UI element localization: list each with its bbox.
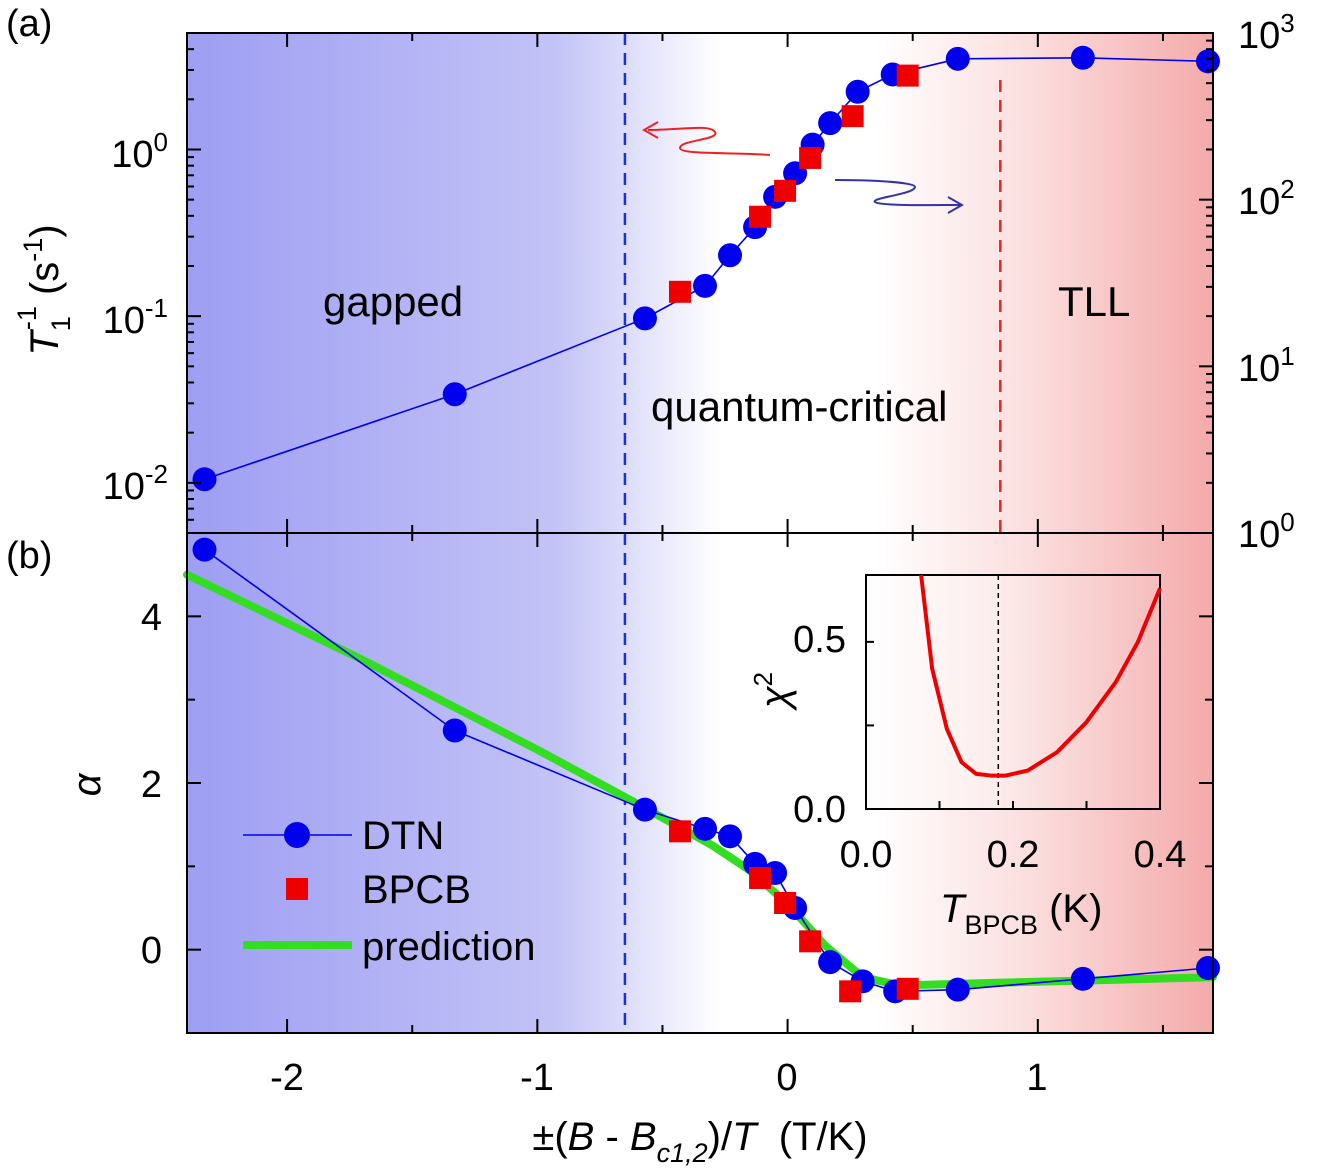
ylabel-a-close: ) bbox=[23, 224, 67, 237]
panel-a-dtn-point bbox=[693, 273, 718, 298]
xlabel-T: T bbox=[732, 1115, 759, 1159]
panel-b-bpcb-point bbox=[668, 820, 691, 843]
panel-a-dtn-point bbox=[442, 382, 467, 407]
red-arrow-head bbox=[641, 121, 659, 139]
panel-b-dtn-point bbox=[818, 950, 843, 975]
xtick--1: -1 bbox=[520, 1057, 554, 1099]
xlabel-B: B bbox=[568, 1115, 595, 1159]
region-label-tll: TLL bbox=[1058, 278, 1130, 325]
panel-b-dtn-point bbox=[192, 537, 217, 562]
ytick-a-right-1: 101 bbox=[1238, 341, 1295, 390]
ylabel-a-T: T bbox=[23, 329, 67, 356]
svg-text:T1-1 (s-1): T1-1 (s-1) bbox=[12, 224, 76, 355]
legend-bpcb-marker bbox=[286, 878, 308, 900]
panel-b-dtn-point bbox=[945, 977, 970, 1002]
legend-dtn-label: DTN bbox=[362, 814, 444, 858]
inset-xtick-0.0: 0.0 bbox=[840, 834, 893, 876]
axis-ticks bbox=[187, 32, 1213, 1034]
xlabel-minus: - bbox=[594, 1115, 630, 1159]
panel-b-y-axis-title: α bbox=[65, 772, 109, 796]
panel-a-dtn-point bbox=[1070, 45, 1095, 70]
legend: DTN BPCB prediction bbox=[243, 814, 535, 969]
ytick-a-right-2: 102 bbox=[1238, 174, 1295, 223]
inset-ylabel-sup: 2 bbox=[748, 672, 778, 686]
blue-arrow-head bbox=[947, 196, 965, 214]
panel-b-bpcb-point bbox=[749, 867, 772, 889]
red-arrow bbox=[647, 126, 771, 156]
panel-a-bpcb-point bbox=[749, 205, 772, 228]
panel-a-dtn-point bbox=[818, 111, 843, 136]
panel-a-label: (a) bbox=[6, 3, 52, 45]
panel-b-label: (b) bbox=[6, 535, 52, 577]
ylabel-a-sup: -1 bbox=[12, 306, 42, 330]
panel-a-dtn-point bbox=[632, 306, 657, 331]
inset-xtick-0.4: 0.4 bbox=[1134, 834, 1187, 876]
inset-ytick-0.5: 0.5 bbox=[793, 619, 846, 661]
inset-xtick-0.2: 0.2 bbox=[987, 834, 1040, 876]
panel-a-bpcb-point bbox=[774, 179, 797, 202]
region-label-gapped: gapped bbox=[323, 278, 463, 325]
panel-a-dtn-point bbox=[845, 79, 870, 104]
inset-x-axis-title: TBPCB (K) bbox=[940, 887, 1102, 940]
xtick-0: 0 bbox=[776, 1057, 797, 1099]
ylabel-a-units-sup: -1 bbox=[18, 238, 48, 262]
panel-b-dtn-point bbox=[693, 816, 718, 841]
xlabel-Bc: B bbox=[630, 1115, 657, 1159]
xlabel-prefix: ±( bbox=[532, 1115, 568, 1159]
ytick-a-right-0: 100 bbox=[1238, 507, 1295, 556]
inset-xlabel-T: T bbox=[940, 887, 967, 931]
legend-prediction-label: prediction bbox=[362, 925, 535, 969]
panel-b-bpcb-point bbox=[896, 977, 919, 1000]
ylabel-a-units: (s bbox=[23, 262, 67, 295]
panel-b-dtn-point bbox=[442, 718, 467, 743]
panel-a-bpcb-point bbox=[841, 105, 864, 128]
xtick-1: 1 bbox=[1026, 1057, 1047, 1099]
xlabel-mid: )/ bbox=[708, 1115, 733, 1159]
panel-b-bpcb-point bbox=[774, 892, 797, 914]
xtick--2: -2 bbox=[270, 1057, 304, 1099]
x-axis-title: ±(B - Bc1,2)/T (T/K) bbox=[532, 1115, 867, 1168]
panel-b-dtn-point bbox=[1195, 956, 1220, 980]
xlabel-sub: c1,2 bbox=[657, 1138, 708, 1168]
panel-a-y-axis-title: T1-1 (s-1) bbox=[12, 224, 76, 355]
panel-b-marks bbox=[192, 537, 1220, 1004]
panel-b-dtn-point bbox=[1070, 966, 1095, 991]
inset-ylabel-chi: χ bbox=[753, 685, 797, 711]
inset-y-axis-title: χ2 bbox=[748, 672, 797, 711]
panel-a-dtn-point bbox=[718, 243, 743, 268]
inset-ytick-0.0: 0.0 bbox=[793, 789, 846, 831]
xlabel-units: (T/K) bbox=[757, 1115, 868, 1159]
panel-b-bpcb-point bbox=[839, 980, 862, 1003]
legend-dtn-marker bbox=[284, 822, 310, 848]
panel-a-bpcb-point bbox=[668, 280, 691, 303]
inset-xlabel-units: (K) bbox=[1038, 887, 1102, 931]
ytick-a-right-3: 103 bbox=[1238, 8, 1295, 57]
inset: 0.5 0.0 0.0 0.2 0.4 χ2 TBPCB (K) bbox=[748, 574, 1187, 940]
panel-b-dtn-point bbox=[632, 797, 657, 822]
panel-a-marks bbox=[192, 45, 1220, 492]
inset-marks bbox=[919, 574, 1162, 778]
panel-a-dtn-point bbox=[945, 46, 970, 71]
inset-xlabel-sub: BPCB bbox=[964, 910, 1038, 940]
ytick-a-left-2: 100 bbox=[111, 127, 168, 176]
panel-a-dtn-point bbox=[192, 467, 217, 492]
ytick-a-left-0: 10-2 bbox=[103, 459, 168, 508]
panel-b-bpcb-point bbox=[799, 930, 822, 953]
ytick-b-4: 4 bbox=[141, 597, 162, 639]
panel-a-bpcb-point bbox=[896, 64, 919, 87]
inset-chi2-curve bbox=[919, 574, 1162, 778]
panel-b-dtn-point bbox=[718, 824, 743, 849]
panel-a-bpcb-point bbox=[799, 146, 822, 169]
ytick-a-left-1: 10-1 bbox=[103, 293, 168, 342]
region-label-quantum-critical: quantum-critical bbox=[651, 383, 947, 430]
ytick-b-2: 2 bbox=[141, 764, 162, 806]
ytick-b-0: 0 bbox=[141, 930, 162, 972]
ylabel-a-sub: 1 bbox=[46, 316, 76, 331]
blue-arrow bbox=[834, 179, 961, 207]
svg-text:χ2: χ2 bbox=[748, 672, 797, 711]
legend-bpcb-label: BPCB bbox=[362, 868, 471, 912]
